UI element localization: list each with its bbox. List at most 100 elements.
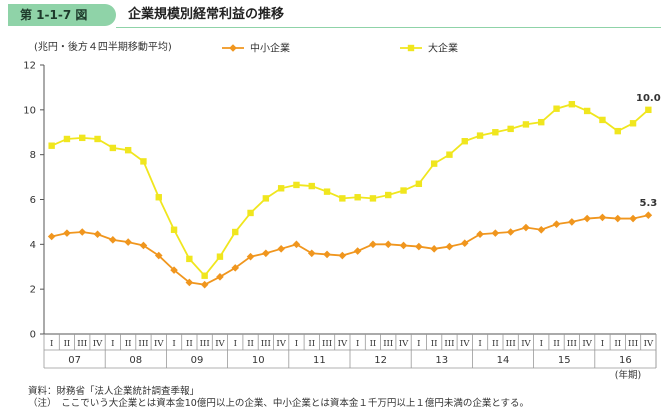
x-axis: I II III IV I II III IV I II III IV I II III IV I II III IV… <box>43 333 657 369</box>
data-point <box>216 253 224 260</box>
data-point <box>461 138 468 145</box>
x-quarter-label: II <box>614 339 621 349</box>
x-quarter-label: III <box>322 339 332 349</box>
x-year-label: 11 <box>313 355 326 366</box>
data-point <box>170 266 178 274</box>
data-point <box>568 101 576 108</box>
series-line <box>51 103 649 278</box>
x-quarter-label: I <box>540 339 543 349</box>
y-tick-label: 0 <box>30 330 36 341</box>
legend-item-small-medium: 中小企業 <box>222 42 290 55</box>
data-point <box>48 142 55 149</box>
x-axis-note: (年期) <box>615 369 641 381</box>
series-small-medium: 5.3 <box>47 198 657 289</box>
x-quarter-label: II <box>186 339 193 349</box>
data-point <box>323 188 331 195</box>
data-point <box>476 132 484 139</box>
x-quarter-label: IV <box>215 339 225 349</box>
x-quarter-label: IV <box>582 339 592 349</box>
data-point <box>47 232 56 241</box>
x-year-label: 13 <box>435 355 448 366</box>
x-quarter-label: IV <box>521 339 531 349</box>
x-quarter-label: II <box>492 339 499 349</box>
data-point <box>277 185 285 192</box>
x-year-label: 07 <box>68 355 81 366</box>
data-point <box>63 135 71 143</box>
data-point <box>599 116 606 124</box>
data-point <box>216 273 224 281</box>
series-large: 10.0 <box>48 93 661 279</box>
data-point <box>155 194 162 201</box>
data-point <box>598 213 607 222</box>
x-quarter-label: III <box>138 339 148 349</box>
source-note: 資料：財務省「法人企業統計調査季報」 <box>28 386 200 397</box>
figure-header: 第 1-1-7 図 企業規模別経常利益の推移 <box>0 0 661 30</box>
x-year-label: 14 <box>497 355 510 366</box>
x-quarter-label: IV <box>154 339 164 349</box>
x-year-label: 10 <box>252 355 265 366</box>
y-axis: 0 2 4 6 8 10 12 <box>23 61 45 341</box>
data-point <box>308 182 315 190</box>
data-point <box>369 240 377 249</box>
data-point <box>415 242 423 251</box>
data-point <box>262 249 270 258</box>
x-quarter-label: II <box>553 339 560 349</box>
data-point <box>140 158 147 165</box>
data-point <box>568 218 576 226</box>
figure-number-badge: 第 1-1-7 図 <box>8 4 116 26</box>
data-point <box>201 272 208 279</box>
legend-item-large: 大企業 <box>400 42 458 55</box>
data-point <box>476 230 484 239</box>
data-point <box>338 251 347 260</box>
data-point <box>293 181 300 189</box>
legend-label: 中小企業 <box>250 42 290 55</box>
x-year-label: 08 <box>129 355 142 366</box>
x-year-label: 15 <box>558 355 571 366</box>
data-point <box>186 255 193 263</box>
data-point <box>124 146 132 154</box>
definition-note: （注） ここでいう大企業とは資本金10億円以上の企業、中小企業とは資本金１千万円… <box>28 398 530 409</box>
data-point <box>399 241 408 250</box>
data-point <box>292 240 301 249</box>
x-year-label: 12 <box>374 355 387 366</box>
x-year-label: 09 <box>191 355 204 366</box>
y-tick-label: 8 <box>30 150 36 161</box>
unit-label: (兆円・後方４四半期移動平均) <box>34 40 172 53</box>
x-quarter-label: II <box>308 339 315 349</box>
data-point <box>109 144 117 152</box>
x-quarter-label: III <box>567 339 577 349</box>
x-quarter-label: I <box>356 339 359 349</box>
x-quarter-label: I <box>50 339 53 349</box>
data-point <box>353 247 362 255</box>
y-tick-label: 12 <box>23 61 36 72</box>
data-point <box>629 120 637 127</box>
data-point <box>629 214 637 223</box>
legend-label: 大企業 <box>428 42 458 55</box>
end-value-label: 5.3 <box>639 198 657 209</box>
data-point <box>154 251 163 260</box>
x-quarter-label: III <box>200 339 210 349</box>
data-point <box>460 239 469 248</box>
data-point <box>384 240 393 249</box>
data-point <box>552 220 561 228</box>
data-point <box>339 195 346 202</box>
x-quarter-label: I <box>234 339 237 349</box>
x-quarter-label: III <box>444 339 454 349</box>
y-tick-label: 10 <box>23 105 36 116</box>
data-point <box>522 223 530 232</box>
data-point <box>231 264 240 272</box>
data-point <box>491 229 500 237</box>
data-point <box>79 134 86 142</box>
data-point <box>538 118 545 126</box>
x-quarter-label: III <box>77 339 87 349</box>
x-quarter-label: IV <box>399 339 409 349</box>
y-tick-label: 4 <box>30 240 36 251</box>
figure-title: 企業規模別経常利益の推移 <box>128 7 285 22</box>
x-quarter-label: I <box>601 339 604 349</box>
x-quarter-label: IV <box>338 339 348 349</box>
x-quarter-label: III <box>261 339 271 349</box>
data-point <box>583 107 591 115</box>
data-point <box>247 209 254 217</box>
x-quarter-label: IV <box>276 339 286 349</box>
data-point <box>354 194 361 201</box>
